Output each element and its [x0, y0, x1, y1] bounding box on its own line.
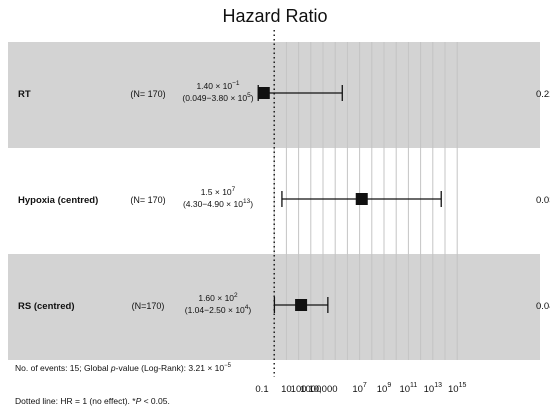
- x-tick-label: 10,000: [308, 384, 337, 395]
- dotted-line-note: Dotted line: HR = 1 (no effect). *P < 0.…: [15, 396, 170, 406]
- row-p-value: 0.225: [536, 89, 550, 100]
- x-tick-label: 1013: [424, 382, 442, 395]
- x-tick-label: 107: [352, 382, 367, 395]
- x-tick-label: 0.1: [255, 384, 268, 395]
- row-label: Hypoxia (centred): [18, 195, 98, 206]
- row-label: RT: [18, 89, 31, 100]
- hr-marker: [355, 193, 368, 205]
- x-tick-label: 1015: [448, 382, 466, 395]
- row-hr-ci: (0.049−3.80 × 105): [182, 92, 253, 103]
- x-tick-label: 100: [291, 384, 307, 395]
- row-p-value: 0.048 *: [536, 301, 550, 312]
- x-tick-label: 1000: [300, 384, 321, 395]
- hr-marker: [257, 87, 270, 99]
- row-label: RS (centred): [18, 301, 74, 312]
- hr-marker: [295, 299, 308, 311]
- events-note: No. of events: 15; Global p-value (Log-R…: [15, 363, 231, 373]
- row-p-value: 0.032 *: [536, 195, 550, 206]
- row-hr-estimate: 1.5 × 107: [201, 186, 236, 197]
- row-n: (N= 170): [130, 89, 165, 99]
- x-tick-label: 1011: [399, 382, 417, 395]
- row-n: (N=170): [132, 301, 165, 311]
- x-tick-label: 10: [281, 384, 292, 395]
- row-hr-ci: (4.30−4.90 × 1013): [183, 198, 253, 209]
- row-hr-estimate: 1.60 × 102: [198, 292, 238, 303]
- chart-title: Hazard Ratio: [222, 6, 327, 26]
- x-tick-label: 109: [377, 382, 392, 395]
- row-hr-ci: (1.04−2.50 × 104): [185, 304, 252, 315]
- row-n: (N= 170): [130, 195, 165, 205]
- row-hr-estimate: 1.40 × 10−1: [196, 80, 239, 91]
